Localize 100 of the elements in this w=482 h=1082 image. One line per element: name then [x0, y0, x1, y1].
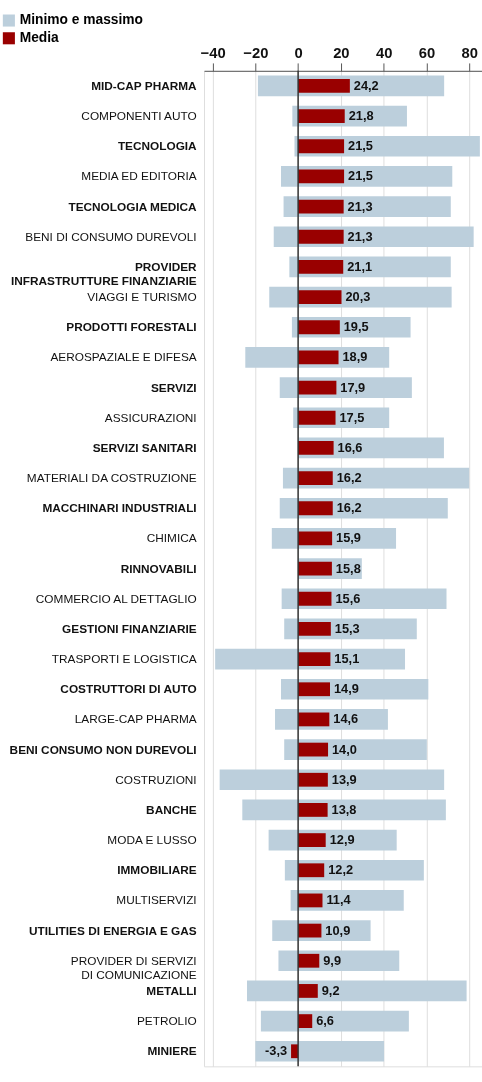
bar: [298, 501, 333, 516]
y-tick-label: SERVIZI: [150, 380, 197, 395]
bar: [219, 769, 445, 791]
data-label: 12,2: [328, 862, 354, 878]
data-label: -3,3: [265, 1043, 288, 1059]
bar: [298, 169, 345, 184]
y-tick-label: LARGE-CAP PHARMA: [74, 712, 197, 727]
y-tick-label: METALLI: [146, 983, 197, 998]
bar: [298, 78, 350, 93]
bar: [298, 441, 334, 455]
y-tick-label: COSTRUZIONI: [115, 772, 197, 787]
data-label: 24,2: [353, 77, 379, 93]
bar: [298, 139, 345, 154]
bar: [298, 350, 339, 365]
data-label: 19,5: [343, 319, 369, 335]
bar: [298, 742, 329, 757]
x-tick-label: 20: [333, 45, 350, 62]
bar: [260, 1010, 409, 1032]
bar: [298, 561, 332, 576]
x-tick-label: 40: [375, 45, 393, 62]
data-label: 9,9: [323, 952, 342, 968]
y-tick-label: TECNOLOGIA MEDICA: [68, 199, 198, 214]
y-tick-label: PROVIDER DI SERVIZI DI COMUNICAZIONE: [70, 953, 197, 982]
data-label: 21,8: [348, 108, 374, 123]
x-tick-label: 0: [294, 45, 303, 62]
bar: [298, 320, 340, 335]
y-tick-label: VIAGGI E TURISMO: [87, 290, 197, 305]
data-label: 15,8: [335, 560, 361, 576]
bar: [298, 984, 318, 998]
data-label: 16,2: [336, 470, 362, 486]
x-tick-label: 80: [461, 45, 478, 62]
bar: [298, 591, 332, 606]
y-tick-label: IMMOBILIARE: [117, 863, 197, 878]
data-label: 21,3: [347, 228, 373, 244]
data-label: 21,5: [348, 138, 373, 154]
bar: [247, 980, 467, 1002]
data-label: 6,6: [316, 1013, 334, 1029]
bar: [298, 772, 328, 787]
data-label: 13,8: [331, 801, 357, 817]
data-label: 21,3: [347, 198, 373, 214]
y-tick-label: SERVIZI SANITARI: [92, 440, 197, 455]
y-tick-label: MEDIA ED EDITORIA: [81, 169, 197, 184]
x-tick-label: −40: [200, 45, 226, 62]
bar: [255, 1040, 385, 1062]
data-label: 14,0: [331, 741, 357, 757]
y-tick-label: MACCHINARI INDUSTRIALI: [42, 501, 197, 516]
bar: [298, 1014, 313, 1028]
data-label: 15,9: [336, 530, 361, 546]
data-label: 15,3: [334, 620, 360, 636]
bar: [298, 863, 325, 878]
y-tick-label: MINIERE: [147, 1044, 197, 1059]
data-label: 21,1: [347, 258, 373, 274]
y-tick-label: PRODOTTI FORESTALI: [66, 320, 197, 335]
bar: [298, 833, 326, 847]
bar: [298, 471, 333, 485]
y-tick-label: MODA E LUSSO: [107, 833, 197, 848]
y-tick-label: COMMERCIO AL DETTAGLIO: [35, 591, 197, 606]
bar: [298, 109, 345, 123]
bar: [298, 410, 336, 425]
y-tick-label: MATERIALI DA COSTRUZIONE: [26, 471, 197, 486]
data-label: 12,9: [329, 832, 355, 848]
bar: [298, 290, 342, 304]
y-tick-label: CHIMICA: [146, 531, 197, 546]
y-tick-label: PROVIDER INFRASTRUTTURE FINANZIARIE: [10, 259, 198, 288]
bar: [298, 712, 330, 727]
data-label: 15,6: [335, 590, 361, 606]
y-tick-label: UTILITIES DI ENERGIA E GAS: [29, 923, 197, 938]
data-label: 11,4: [326, 892, 352, 908]
y-tick-label: BENI DI CONSUMO DUREVOLI: [25, 229, 197, 244]
data-label: 17,5: [339, 409, 365, 425]
y-tick-label: AEROSPAZIALE E DIFESA: [50, 350, 197, 365]
bar: [298, 682, 330, 697]
y-tick-label: MULTISERVIZI: [116, 893, 197, 908]
y-tick-label: TECNOLOGIA: [117, 139, 198, 154]
data-label: 17,9: [340, 379, 366, 395]
bar: [298, 531, 333, 546]
data-label: 16,2: [336, 500, 362, 516]
data-label: 14,6: [333, 711, 359, 727]
bar: [298, 260, 344, 274]
x-tick-label: 60: [418, 45, 436, 62]
y-tick-label: COMPONENTI AUTO: [81, 109, 197, 123]
y-tick-label: GESTIONI FINANZIARIE: [62, 621, 197, 636]
data-label: 14,9: [333, 681, 359, 697]
bar: [298, 652, 331, 666]
data-label: 9,2: [321, 982, 340, 998]
bar: [298, 199, 344, 214]
data-label: 16,6: [337, 439, 363, 455]
y-tick-label: BANCHE: [146, 802, 197, 817]
y-tick-label: PETROLIO: [136, 1014, 197, 1029]
data-label: 13,9: [331, 771, 357, 787]
y-tick-label: COSTRUTTORI DI AUTO: [60, 682, 197, 697]
y-tick-label: MID-CAP PHARMA: [91, 78, 198, 93]
bar: [298, 229, 344, 244]
data-label: 20,3: [345, 289, 371, 305]
data-label: 15,1: [334, 651, 360, 667]
data-label: 18,9: [342, 349, 368, 365]
y-tick-label: ASSICURAZIONI: [104, 410, 197, 425]
legend-label: Minimo e massimo: [19, 12, 144, 28]
y-tick-label: RINNOVABILI: [120, 561, 197, 576]
bar: [298, 803, 328, 817]
